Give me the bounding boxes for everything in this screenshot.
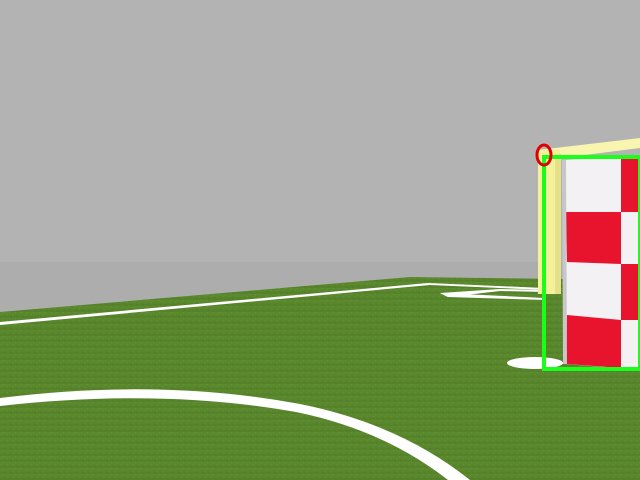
grass-field [0,277,640,480]
sky-background [0,0,640,262]
touch-line [0,283,430,325]
penalty-box-line [440,289,545,297]
checkered-flag [562,156,640,370]
penalty-spot [507,357,563,369]
goal-crossbar [538,138,640,160]
goal-post-shadow [555,154,561,294]
goal-area-line [428,283,545,290]
penalty-box-line-inner [440,293,545,300]
center-circle-line [0,389,470,480]
post-top-marker [535,143,553,167]
goal-detection-box [542,155,640,371]
